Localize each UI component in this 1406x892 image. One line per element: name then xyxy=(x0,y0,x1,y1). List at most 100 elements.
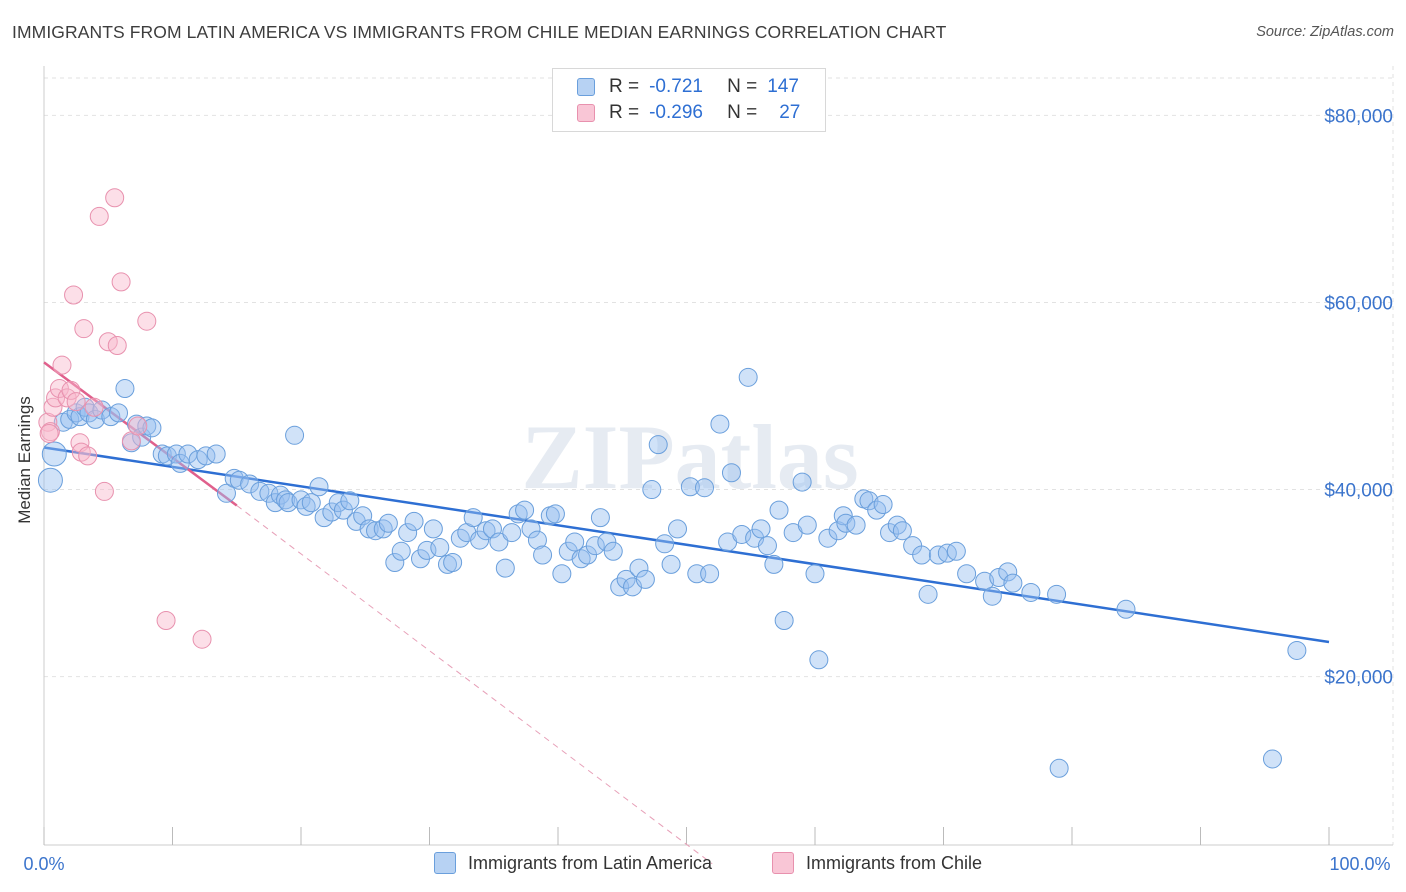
y-tick-label: $20,000 xyxy=(1324,668,1393,689)
y-tick-label: $80,000 xyxy=(1324,106,1393,127)
point-chile xyxy=(94,481,114,501)
correlation-stats-box: R = -0.721 N = 147 R = -0.296 N = 27 xyxy=(552,68,826,132)
trend-extension-chile xyxy=(236,505,713,865)
point-chile xyxy=(105,188,125,208)
x-tick-label: 100.0% xyxy=(1329,854,1390,874)
point-latin-america xyxy=(751,519,771,539)
point-latin-america xyxy=(655,534,675,554)
pink-swatch-icon xyxy=(577,104,595,122)
y-tick-labels: $20,000 $40,000 $60,000 $80,000 xyxy=(1324,106,1393,688)
point-latin-america xyxy=(259,483,279,503)
point-latin-america xyxy=(527,530,547,550)
point-latin-america xyxy=(700,564,720,584)
point-chile xyxy=(107,336,127,356)
legend-item-chile[interactable]: Immigrants from Chile xyxy=(772,852,982,874)
point-latin-america xyxy=(552,564,572,584)
point-latin-america xyxy=(37,467,63,493)
point-latin-america xyxy=(322,502,342,522)
point-latin-america xyxy=(590,508,610,528)
point-latin-america xyxy=(142,418,162,438)
point-latin-america xyxy=(1021,582,1041,602)
point-latin-america xyxy=(502,523,522,543)
point-latin-america xyxy=(648,435,668,455)
point-chile xyxy=(89,206,109,226)
point-latin-america xyxy=(668,519,688,539)
n-label: N = xyxy=(727,102,758,123)
n-value: 147 xyxy=(767,76,799,97)
y-axis-label: Median Earnings xyxy=(15,396,34,524)
point-chile xyxy=(111,272,131,292)
point-latin-america xyxy=(404,511,424,531)
point-latin-america xyxy=(296,496,316,516)
point-latin-america xyxy=(240,474,260,494)
point-latin-america xyxy=(398,523,418,543)
n-value: 27 xyxy=(779,102,801,123)
point-latin-america xyxy=(229,470,249,490)
point-latin-america xyxy=(216,483,236,503)
point-latin-america xyxy=(975,571,995,591)
point-latin-america xyxy=(732,524,752,544)
point-chile xyxy=(156,611,176,631)
point-chile xyxy=(52,355,72,375)
point-chile xyxy=(137,311,157,331)
point-latin-america xyxy=(109,403,129,423)
point-latin-america xyxy=(565,532,585,552)
point-latin-america xyxy=(873,495,893,515)
r-label: R = xyxy=(609,76,640,97)
point-chile xyxy=(78,446,98,466)
point-latin-america xyxy=(828,521,848,541)
point-latin-america xyxy=(887,515,907,535)
point-latin-america xyxy=(661,554,681,574)
point-latin-america xyxy=(533,545,553,565)
point-latin-america xyxy=(443,553,463,573)
point-latin-america xyxy=(333,500,353,520)
legend-label: Immigrants from Latin America xyxy=(468,852,713,873)
point-latin-america xyxy=(998,562,1018,582)
x-tick-label: 0.0% xyxy=(23,854,64,874)
point-latin-america xyxy=(276,490,296,510)
point-latin-america xyxy=(710,414,730,434)
point-latin-america xyxy=(892,521,912,541)
point-latin-america xyxy=(340,491,360,511)
point-latin-america xyxy=(206,444,226,464)
point-chile xyxy=(74,319,94,339)
point-latin-america xyxy=(846,515,866,535)
point-latin-america xyxy=(946,541,966,561)
point-latin-america xyxy=(463,508,483,528)
pink-swatch-icon xyxy=(772,852,794,874)
point-chile xyxy=(64,285,84,305)
point-latin-america xyxy=(385,553,405,573)
r-label: R = xyxy=(609,102,640,123)
point-latin-america xyxy=(378,513,398,533)
r-value: -0.721 xyxy=(649,76,703,97)
x-tick-labels: 0.0% 100.0% xyxy=(23,854,1390,874)
point-latin-america xyxy=(1287,640,1307,660)
axes xyxy=(43,66,1393,846)
r-value: -0.296 xyxy=(649,102,703,123)
point-chile xyxy=(128,416,148,436)
point-chile xyxy=(84,397,104,417)
point-latin-america xyxy=(476,521,496,541)
point-latin-america xyxy=(515,500,535,520)
point-latin-america xyxy=(1047,584,1067,604)
blue-swatch-icon xyxy=(577,78,595,96)
legend-item-latin-america[interactable]: Immigrants from Latin America xyxy=(434,852,712,874)
legend-label: Immigrants from Chile xyxy=(806,852,983,873)
point-latin-america xyxy=(571,549,591,569)
point-latin-america xyxy=(585,536,605,556)
point-latin-america xyxy=(918,584,938,604)
data-points xyxy=(37,188,1307,778)
point-latin-america xyxy=(309,477,329,497)
point-latin-america xyxy=(694,478,714,498)
point-chile xyxy=(46,388,66,408)
point-latin-america xyxy=(301,493,321,513)
y-tick-label: $60,000 xyxy=(1324,293,1393,314)
point-latin-america xyxy=(423,519,443,539)
point-chile xyxy=(192,629,212,649)
point-latin-america xyxy=(680,477,700,497)
point-latin-america xyxy=(603,541,623,561)
point-latin-america xyxy=(285,425,305,445)
point-latin-america xyxy=(41,441,67,467)
point-latin-america xyxy=(115,379,135,399)
